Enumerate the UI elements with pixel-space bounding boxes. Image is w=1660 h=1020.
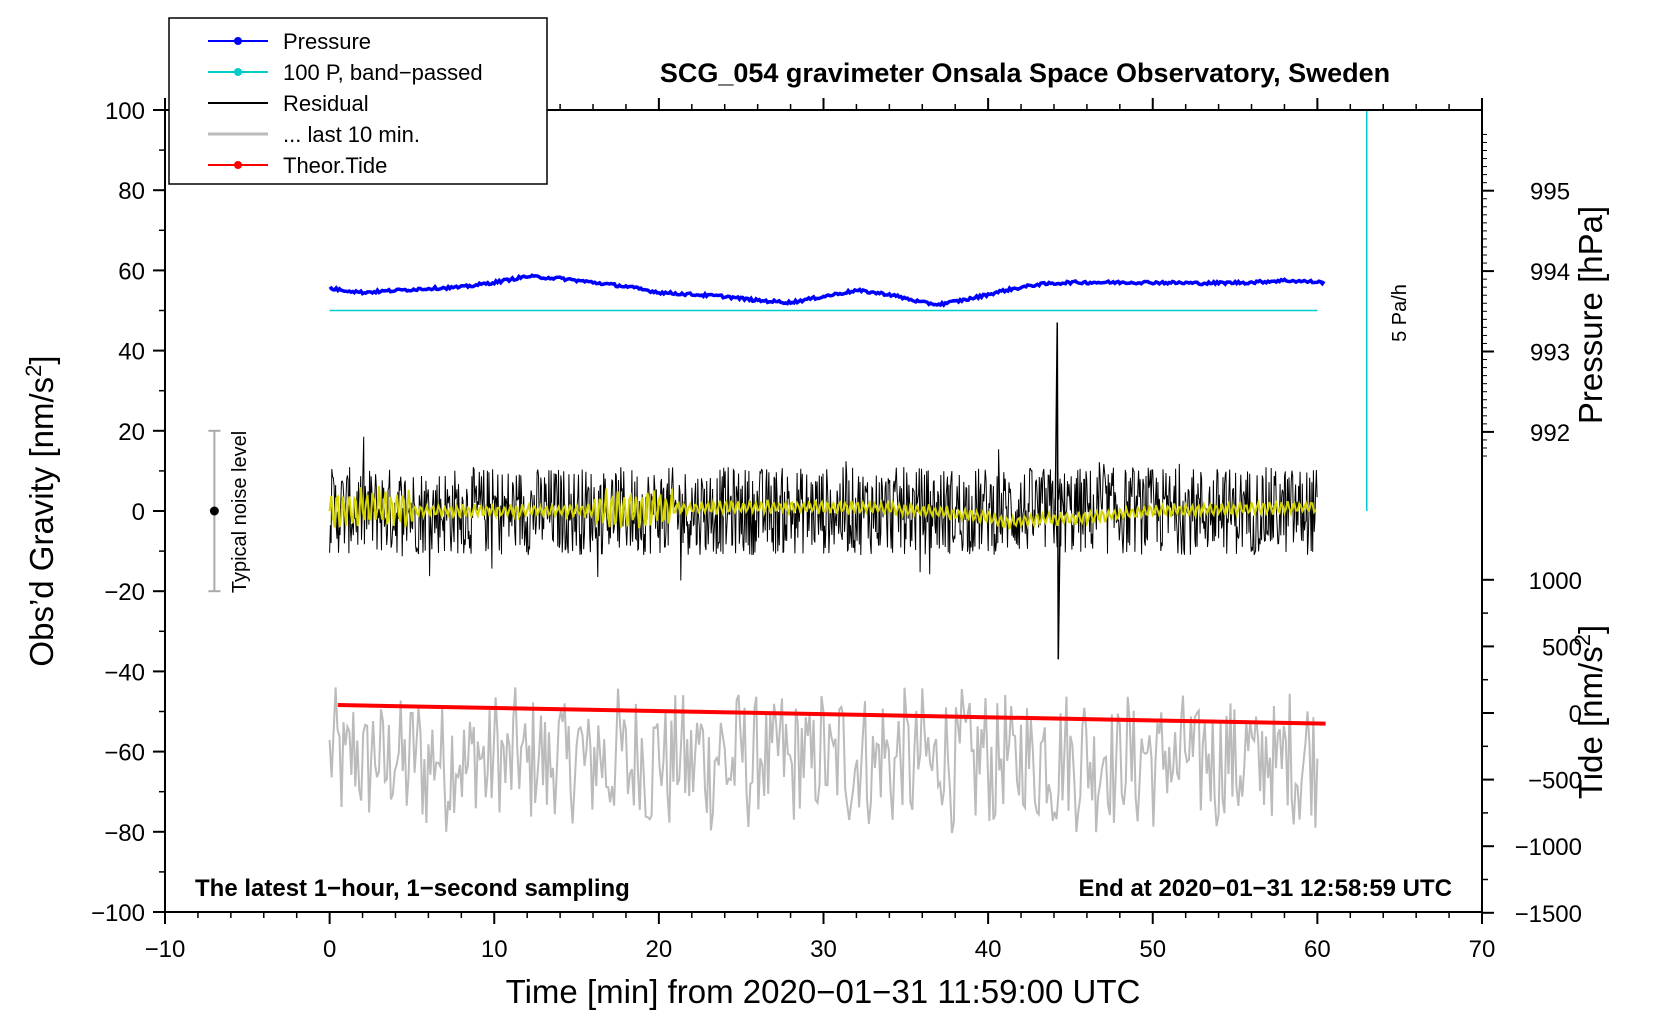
tide-tick-label: −1000 <box>1515 834 1582 861</box>
y-tick-label: 80 <box>118 178 145 205</box>
x-tick-label: 10 <box>481 936 508 963</box>
pressure-tick-label: 995 <box>1530 179 1570 206</box>
x-tick-label: 50 <box>1139 936 1166 963</box>
y-tick-label: 0 <box>132 499 145 526</box>
tide-tick-label: 500 <box>1542 634 1582 661</box>
y-tick-label: −40 <box>104 659 145 686</box>
x-tick-label: 0 <box>323 936 336 963</box>
x-tick-label: −10 <box>145 936 186 963</box>
legend-marker <box>234 37 242 45</box>
pressure-tick-label: 992 <box>1530 420 1570 447</box>
y-tick-label: 100 <box>105 98 145 125</box>
y-tick-label: −60 <box>104 740 145 767</box>
legend-label: ... last 10 min. <box>283 122 420 147</box>
legend-label: Residual <box>283 91 369 116</box>
annotation-layer <box>208 110 1368 593</box>
x-tick-label: 40 <box>975 936 1002 963</box>
legend-marker <box>234 161 242 169</box>
series-residual-smoothed-line <box>328 486 1317 530</box>
tide-tick-label: −1500 <box>1515 901 1582 928</box>
series-layer <box>328 273 1326 834</box>
y-axis-label-pressure: Pressure [hPa] <box>1572 206 1609 424</box>
tide-tick-label: −500 <box>1528 768 1582 795</box>
y-tick-label: 60 <box>118 258 145 285</box>
corner-left-label: The latest 1−hour, 1−second sampling <box>195 875 630 902</box>
residual-spike <box>1054 322 1062 660</box>
series-theor-tide-line <box>337 703 1326 726</box>
noise-level-label: Typical noise level <box>229 431 251 593</box>
series-residual-line <box>329 436 1318 581</box>
rate-bar-label: 5 Pa/h <box>1389 284 1411 342</box>
y-tick-label: 20 <box>118 419 145 446</box>
series-pressure-line <box>328 273 1326 308</box>
legend-label: Pressure <box>283 29 371 54</box>
y-axis-label-tide: Tide [nm/s2] <box>1570 625 1609 799</box>
legend-label: Theor.Tide <box>283 153 387 178</box>
pressure-tick-label: 993 <box>1530 340 1570 367</box>
plot-frame <box>164 109 1483 913</box>
legend-marker <box>234 68 242 76</box>
legend-label: 100 P, band−passed <box>283 60 483 85</box>
tide-tick-label: 1000 <box>1529 568 1582 595</box>
tick-layer: −10 0 10 20 30 40 50 60 70−100−80−60−40−20020406… <box>91 98 1582 963</box>
corner-right-label: End at 2020−01−31 12:58:59 UTC <box>1078 875 1452 902</box>
tide-tick-label: 0 <box>1569 701 1582 728</box>
x-tick-label: 70 <box>1469 936 1496 963</box>
y-axis-label-left: Obs’d Gravity [nm/s2] <box>21 355 60 666</box>
legend: Pressure 100 P, band−passed Residual ... la… <box>168 17 548 185</box>
noise-level-center-dot <box>209 506 219 516</box>
chart-title: SCG_054 gravimeter Onsala Space Observat… <box>660 58 1390 88</box>
pressure-tick-label: 994 <box>1530 259 1570 286</box>
y-tick-label: −80 <box>104 820 145 847</box>
x-tick-label: 60 <box>1304 936 1331 963</box>
y-tick-label: −20 <box>104 579 145 606</box>
x-tick-label: 30 <box>810 936 837 963</box>
legend-items: Pressure 100 P, band−passed Residual ... la… <box>208 29 483 178</box>
y-tick-label: 40 <box>118 339 145 366</box>
x-axis-label: Time [min] from 2020−01−31 11:59:00 UTC <box>506 973 1141 1010</box>
y-tick-label: −100 <box>91 900 145 927</box>
legend-box <box>168 17 548 185</box>
x-tick-label: 20 <box>646 936 673 963</box>
